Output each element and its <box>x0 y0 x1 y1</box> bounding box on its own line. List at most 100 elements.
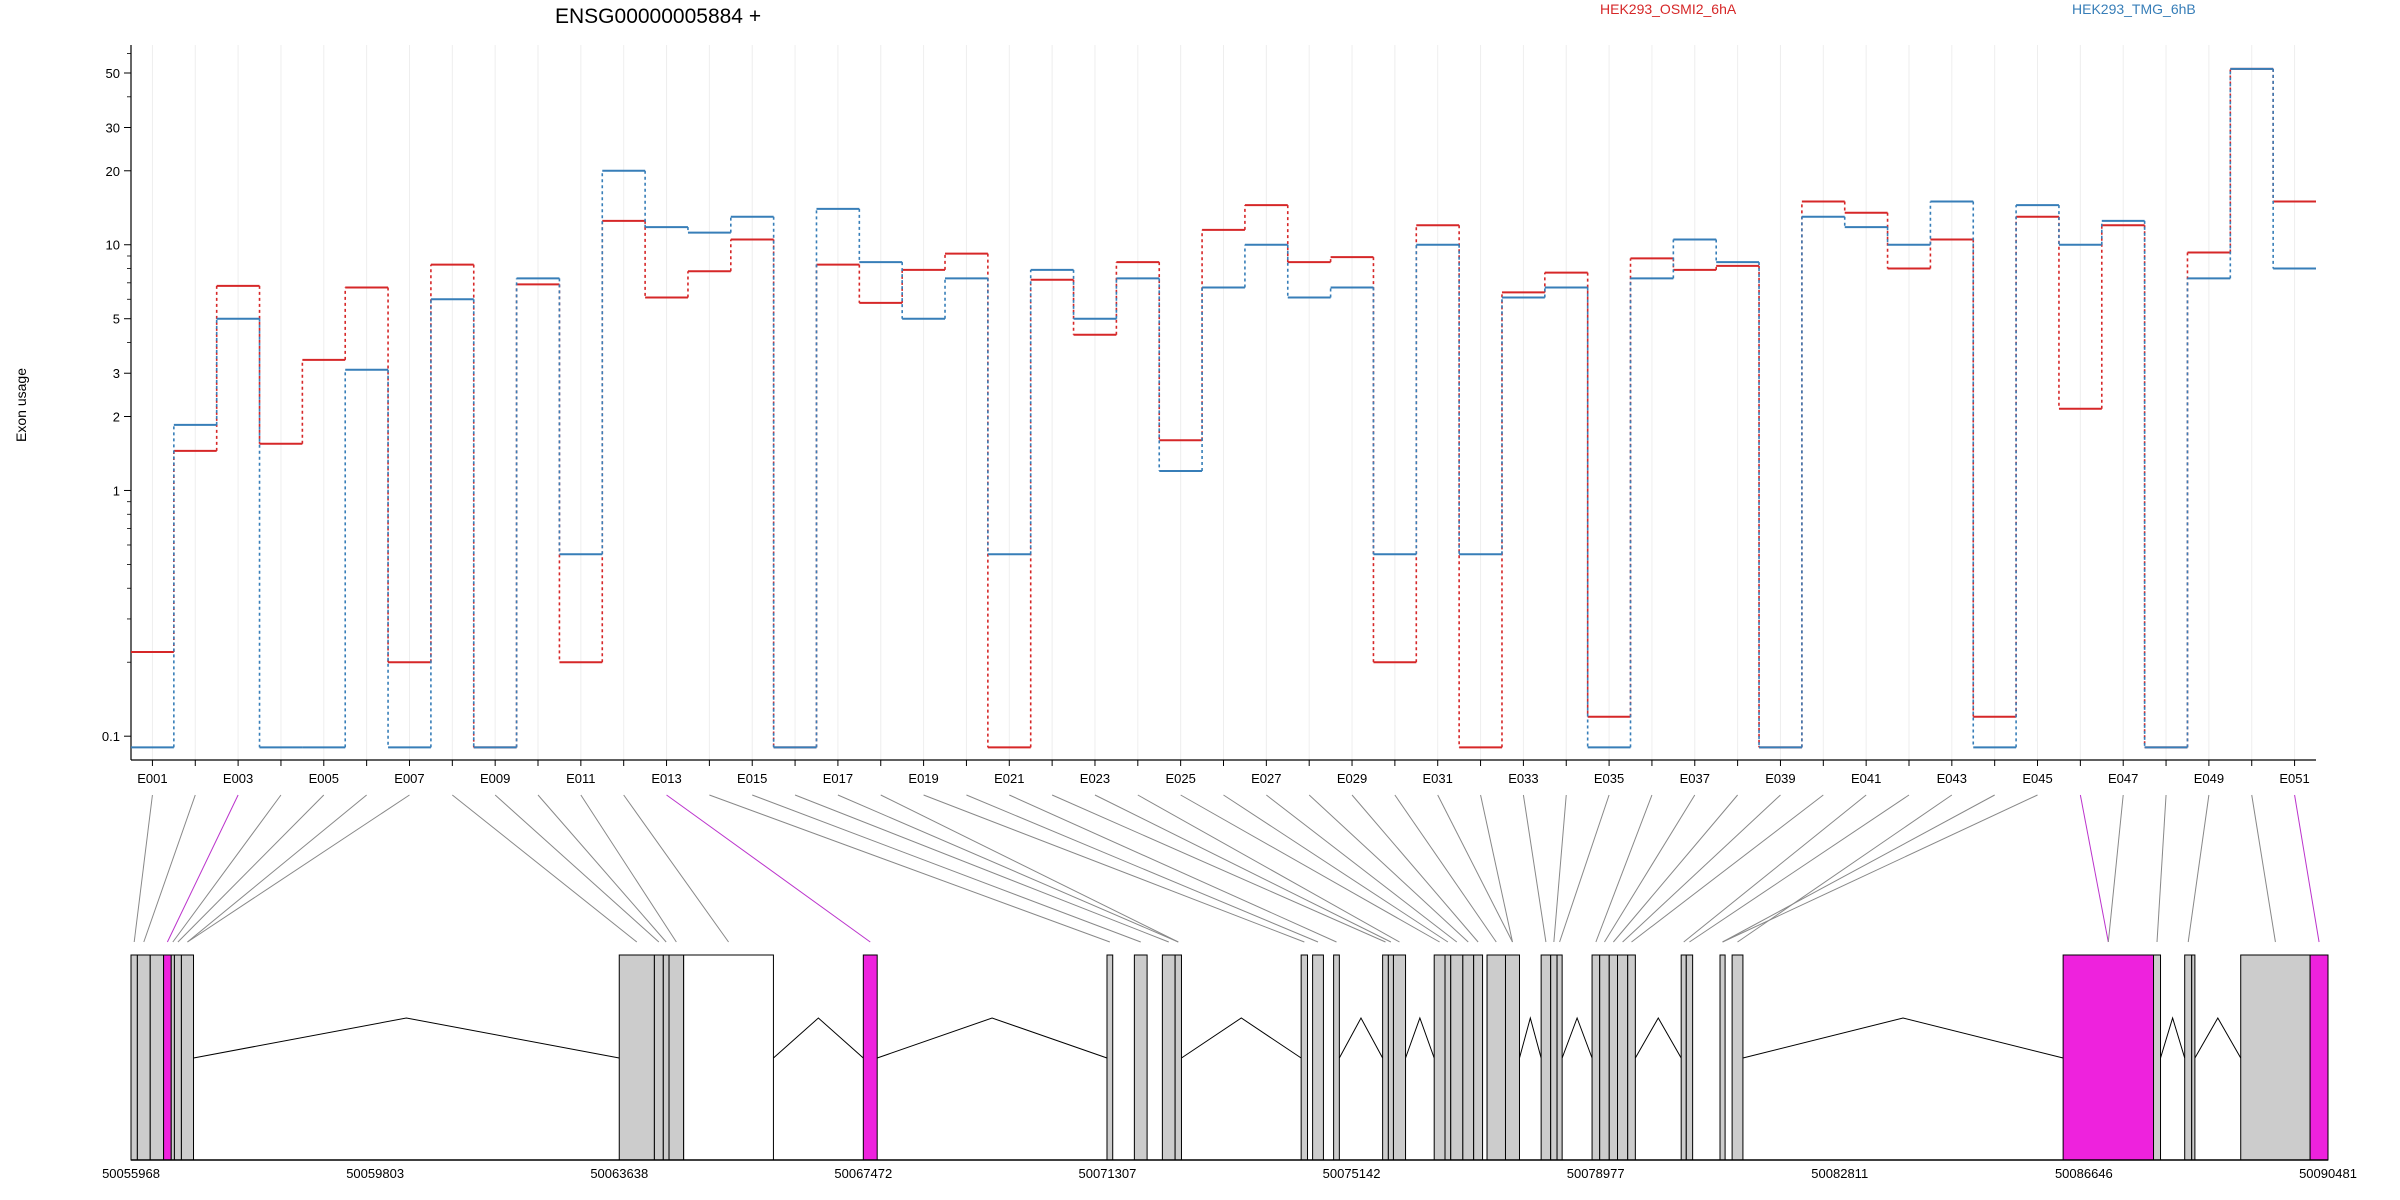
exon-block <box>1591 954 1601 1161</box>
exon-block <box>173 954 182 1161</box>
exon-block <box>1392 954 1407 1161</box>
exon-block <box>180 954 195 1161</box>
exon-connector <box>537 794 667 943</box>
exon-connector <box>177 794 325 943</box>
intron-line <box>877 1017 1108 1059</box>
x-tick-label: E003 <box>223 771 253 786</box>
exon-block <box>1433 954 1446 1161</box>
exon-connector <box>172 794 282 943</box>
exon-block <box>1333 954 1340 1161</box>
exon-block <box>163 954 172 1161</box>
exon-connector <box>1553 794 1567 943</box>
exon-connector <box>1722 794 2038 943</box>
exon-block <box>2191 954 2196 1161</box>
x-tick-label: E051 <box>2279 771 2309 786</box>
exon-connector <box>187 794 410 943</box>
y-tick-label: 30 <box>106 121 120 136</box>
x-tick-label: E013 <box>651 771 681 786</box>
y-tick-label: 2 <box>113 409 120 424</box>
exon-connector <box>1722 794 1995 943</box>
exon-block <box>1608 954 1619 1161</box>
exon-connector <box>1522 794 1547 943</box>
exon-block <box>1382 954 1389 1161</box>
x-tick-label: E037 <box>1680 771 1710 786</box>
exon-block <box>683 954 774 1161</box>
exon-connector <box>1051 794 1386 943</box>
exon-connector <box>752 794 1141 943</box>
exon-connector <box>1394 794 1497 943</box>
coordinate-label: 50075142 <box>1323 1166 1381 1181</box>
exon-connector <box>1613 794 1738 943</box>
x-tick-label: E049 <box>2194 771 2224 786</box>
x-tick-label: E005 <box>309 771 339 786</box>
x-tick-label: E047 <box>2108 771 2138 786</box>
intron-line <box>2160 1016 2186 1059</box>
chart-title: ENSG00000005884 + <box>555 5 761 28</box>
exon-block <box>662 954 670 1161</box>
coordinate-label: 50067472 <box>834 1166 892 1181</box>
exon-connector <box>1009 794 1337 943</box>
exon-block <box>1174 954 1182 1161</box>
x-tick-label: E009 <box>480 771 510 786</box>
exon-connector <box>666 794 871 943</box>
exon-block <box>1680 954 1687 1161</box>
exon-connector <box>1180 794 1440 943</box>
coordinate-label: 50055968 <box>102 1166 160 1181</box>
exon-block <box>1486 954 1506 1161</box>
exon-block <box>1556 954 1563 1161</box>
y-tick-label: 50 <box>106 66 120 81</box>
x-tick-label: E041 <box>1851 771 1881 786</box>
exon-connector <box>880 794 1179 943</box>
gene-model: 50055968 50059803 50063638 50067472 50071307… <box>102 954 2357 1181</box>
coordinate-label: 50063638 <box>590 1166 648 1181</box>
x-tick-label: E023 <box>1080 771 1110 786</box>
x-tick-label: E029 <box>1337 771 1367 786</box>
series-2 <box>131 67 2316 749</box>
exon-connector <box>1223 794 1449 943</box>
x-tick-label: E027 <box>1251 771 1281 786</box>
y-tick-label: 20 <box>106 164 120 179</box>
x-tick-label: E039 <box>1765 771 1795 786</box>
coordinate-label: 50090481 <box>2299 1166 2357 1181</box>
exon-block <box>1462 954 1475 1161</box>
exon-connector <box>1737 794 1953 943</box>
exon-connector <box>794 794 1169 943</box>
exon-block <box>1540 954 1552 1161</box>
exon-connector <box>2187 794 2210 943</box>
coordinate-label: 50078977 <box>1567 1166 1625 1181</box>
exon-connector <box>1631 794 1824 943</box>
y-tick-label: 10 <box>106 238 120 253</box>
exon-block <box>2184 954 2193 1161</box>
intron-line <box>2194 1016 2242 1059</box>
exon-block <box>1685 954 1694 1161</box>
coordinate-label: 50071307 <box>1079 1166 1137 1181</box>
axes: 0.1 1 2 3 5 10 20 30 50 E001 E003 E005 E007 E009 E011 E… <box>102 45 2316 786</box>
exon-connector <box>2251 794 2276 943</box>
exon-connector <box>1689 794 1910 943</box>
exon-connector <box>2294 794 2320 943</box>
x-tick-label: E031 <box>1423 771 1453 786</box>
intron-line <box>1338 1016 1384 1059</box>
exon-connector <box>2156 794 2167 943</box>
x-tick-label: E007 <box>394 771 424 786</box>
exon-connector <box>187 794 367 943</box>
x-tick-label: E035 <box>1594 771 1624 786</box>
exon-block <box>1312 954 1324 1161</box>
exon-connector <box>1308 794 1469 943</box>
exon-block <box>2309 954 2329 1161</box>
exon-connector <box>966 794 1319 943</box>
exon-connector <box>452 794 638 943</box>
exon-connector <box>494 794 660 943</box>
exon-block <box>1106 954 1114 1161</box>
exon-block <box>130 954 138 1161</box>
intron-line <box>1561 1016 1593 1059</box>
exon-block <box>2240 954 2311 1161</box>
exon-connector <box>1094 794 1392 943</box>
exon-connector <box>143 794 196 943</box>
exon-block <box>653 954 664 1161</box>
exon-connector <box>1437 794 1513 943</box>
x-tick-label: E021 <box>994 771 1024 786</box>
exon-block <box>1627 954 1636 1161</box>
exon-block <box>668 954 685 1161</box>
